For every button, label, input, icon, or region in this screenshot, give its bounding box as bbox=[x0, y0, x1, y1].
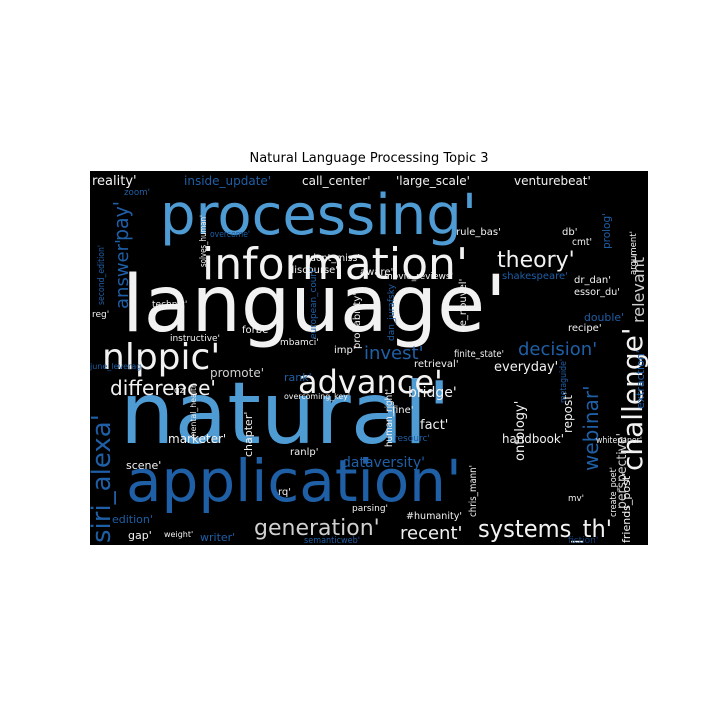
cloud-word: systems_th' bbox=[478, 515, 612, 543]
cloud-word: processing' bbox=[160, 183, 477, 248]
cloud-word: nlppic' bbox=[102, 337, 220, 378]
cloud-word: dr_dan' bbox=[574, 275, 611, 286]
cloud-word: zoom' bbox=[124, 188, 150, 198]
cloud-word: call_center' bbox=[302, 174, 371, 188]
cloud-word: overcoming_key' bbox=[284, 392, 350, 401]
cloud-word: human_right' bbox=[384, 389, 395, 447]
cloud-word: siri_alexa' bbox=[90, 414, 117, 543]
cloud-word: writer' bbox=[200, 531, 235, 544]
cloud-word: qz' bbox=[174, 386, 187, 396]
cloud-word: technic' bbox=[152, 300, 187, 310]
cloud-word: chapter' bbox=[242, 412, 255, 457]
cloud-word: essor_du' bbox=[574, 287, 620, 298]
cloud-word: difference' bbox=[110, 376, 216, 400]
cloud-word: mbamci' bbox=[280, 338, 319, 348]
cloud-word: second_edition' bbox=[97, 245, 107, 305]
cloud-word: 'large_scale' bbox=[396, 174, 470, 188]
cloud-word: friends_post' bbox=[620, 473, 633, 543]
cloud-word: edition' bbox=[112, 513, 153, 526]
cloud-word: handbook' bbox=[502, 432, 564, 446]
cloud-word: pay' bbox=[109, 201, 133, 241]
cloud-word: solves_human' bbox=[199, 215, 209, 267]
cloud-word: language' bbox=[122, 260, 507, 350]
cloud-word: cmt' bbox=[572, 237, 592, 248]
cloud-word: everyday' bbox=[494, 360, 558, 375]
words-layer: language' natural' processing' application'… bbox=[90, 174, 648, 545]
cloud-word: shakespeare' bbox=[502, 271, 568, 282]
cloud-word: natural' bbox=[120, 364, 451, 464]
cloud-word: le_nouvel' bbox=[458, 279, 469, 329]
cloud-word: information' bbox=[202, 239, 468, 290]
cloud-word: aware' bbox=[360, 267, 393, 278]
cloud-word: semanticweb' bbox=[304, 536, 360, 545]
cloud-word: bridge' bbox=[408, 385, 457, 401]
cloud-word: advance' bbox=[298, 363, 443, 401]
cloud-word: recent' bbox=[400, 523, 462, 544]
cloud-word: reg' bbox=[92, 310, 109, 320]
cloud-word: answer' bbox=[112, 239, 133, 309]
cloud-word: ranlp' bbox=[290, 447, 318, 458]
cloud-word: resourc' bbox=[394, 434, 430, 444]
cloud-word: perspective' bbox=[615, 433, 630, 509]
cloud-word: invest' bbox=[364, 343, 424, 364]
cloud-word: prolog' bbox=[600, 213, 613, 249]
cloud-word: fine' bbox=[392, 405, 414, 416]
cloud-word: retrieval' bbox=[414, 359, 459, 370]
cloud-word: promote' bbox=[210, 366, 264, 380]
cloud-word: scene' bbox=[126, 459, 161, 472]
cloud-word: weight' bbox=[164, 530, 193, 539]
cloud-word: double' bbox=[584, 311, 624, 324]
cloud-word: forbe' bbox=[242, 325, 271, 336]
cloud-word: inside_update' bbox=[184, 174, 271, 188]
cloud-word: application' bbox=[126, 447, 462, 515]
cloud-word: create_poet' bbox=[609, 467, 619, 517]
cloud-word: dataversity' bbox=[342, 455, 425, 471]
cloud-word: dont_miss' bbox=[310, 253, 360, 264]
cloud-word: extraction' bbox=[634, 350, 647, 409]
cloud-word: decision' bbox=[518, 339, 597, 360]
cloud-word: relevant' bbox=[629, 253, 648, 323]
figure-title: Natural Language Processing Topic 3 bbox=[249, 151, 489, 166]
cloud-word: venturebeat' bbox=[514, 174, 591, 188]
cloud-word: fiction' bbox=[568, 536, 598, 545]
cloud-word: movie_reviews' bbox=[384, 272, 453, 282]
cloud-word: repost' bbox=[561, 392, 575, 433]
cloud-word: rank' bbox=[284, 371, 312, 384]
cloud-word: discourse' bbox=[288, 265, 338, 276]
cloud-word: rq' bbox=[278, 487, 291, 498]
cloud-word: imp' bbox=[334, 345, 356, 356]
cloud-word: mv' bbox=[568, 494, 584, 504]
cloud-word: webinar' bbox=[579, 385, 603, 471]
cloud-word: reality' bbox=[92, 174, 137, 189]
cloud-background bbox=[90, 171, 648, 545]
cloud-word: metaguide' bbox=[559, 359, 569, 403]
cloud-word: rule_bas' bbox=[456, 227, 501, 238]
cloud-word: finite_state' bbox=[454, 349, 504, 360]
cloud-word: #humanity' bbox=[406, 511, 462, 522]
cloud-word: probability' bbox=[352, 293, 363, 349]
cloud-word: argument' bbox=[629, 231, 639, 275]
cloud-word: overcome' bbox=[210, 230, 250, 240]
cloud-word: european_court' bbox=[309, 267, 319, 339]
cloud-word: dan_jurafsky bbox=[387, 283, 397, 341]
cloud-word: parsing' bbox=[352, 504, 388, 514]
cloud-word: generation' bbox=[254, 516, 380, 541]
cloud-word: recipe' bbox=[568, 323, 602, 334]
cloud-word: ontology' bbox=[513, 401, 528, 461]
cloud-word: gap' bbox=[128, 529, 152, 542]
cloud-word: theory' bbox=[497, 248, 575, 273]
cloud-word: challenge' bbox=[616, 327, 648, 471]
cloud-word: db' bbox=[562, 227, 577, 238]
cloud-word: mental_health bbox=[189, 383, 198, 439]
cloud-word: instructive' bbox=[170, 334, 220, 344]
cloud-word: marketer' bbox=[168, 432, 226, 446]
cloud-word: fact' bbox=[420, 418, 448, 433]
cloud-word: june_leverag bbox=[90, 362, 141, 371]
word-cloud: language' natural' processing' application'… bbox=[90, 171, 648, 545]
cloud-word: chris_mann' bbox=[468, 465, 479, 517]
cloud-word: whitepaper' bbox=[596, 436, 642, 446]
